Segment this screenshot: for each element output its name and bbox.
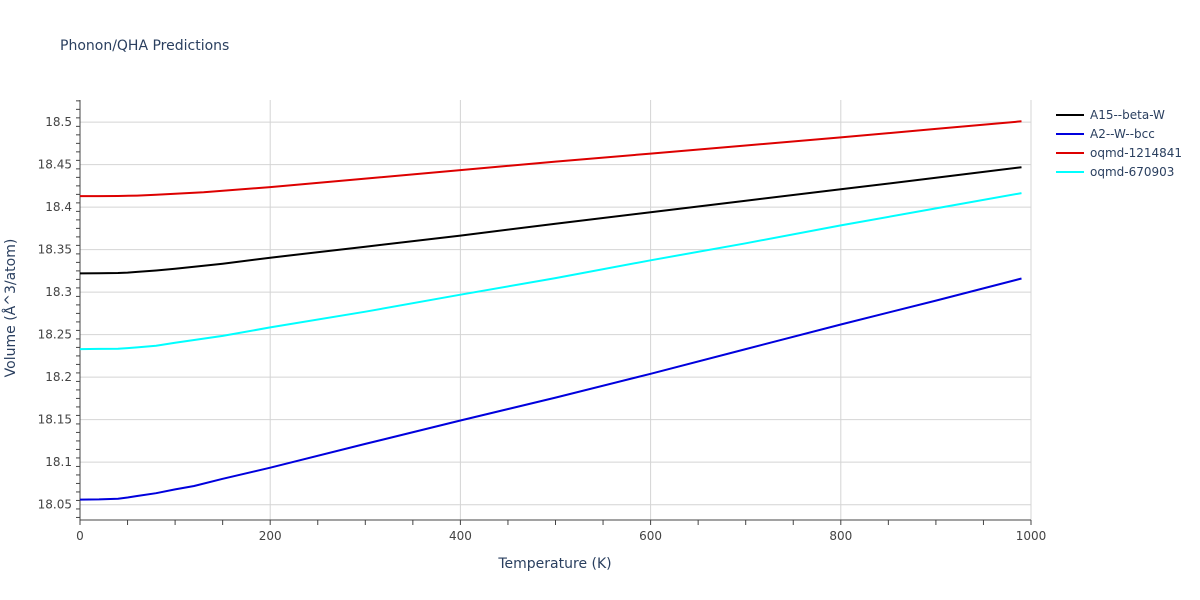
legend-item[interactable]: oqmd-670903	[1056, 165, 1174, 179]
series-line-4	[79, 192, 1022, 351]
legend-label: oqmd-670903	[1090, 165, 1174, 179]
legend-label: A2--W--bcc	[1090, 127, 1155, 141]
series-line-3	[80, 120, 1022, 198]
legend-item[interactable]: A2--W--bcc	[1056, 127, 1155, 141]
axes: 0 200 400 600 800 1000 18.05 18.1 18.15 18.2 18.25…	[38, 100, 1047, 543]
legend-label: A15--beta-W	[1090, 108, 1165, 122]
y-tick-label: 18.1	[45, 455, 72, 469]
x-tick-label: 200	[259, 529, 282, 543]
y-tick-label: 18.2	[45, 370, 72, 384]
legend[interactable]: A15--beta-W A2--W--bcc oqmd-1214841 oqmd-67…	[1056, 108, 1182, 179]
y-tick-label: 18.35	[38, 243, 72, 257]
y-tick-label: 18.4	[45, 200, 72, 214]
series-line-1	[79, 166, 1022, 275]
series-layer	[79, 120, 1022, 501]
gridlines	[80, 100, 1032, 520]
legend-label: oqmd-1214841	[1090, 146, 1182, 160]
y-tick-label: 18.5	[45, 115, 72, 129]
series-line-2	[79, 277, 1022, 501]
x-tick-label: 0	[76, 529, 84, 543]
y-tick-label: 18.05	[38, 498, 72, 512]
x-tick-label: 600	[639, 529, 662, 543]
x-tick-label: 800	[829, 529, 852, 543]
y-tick-label: 18.15	[38, 413, 72, 427]
y-tick-label: 18.3	[45, 285, 72, 299]
x-tick-label: 1000	[1016, 529, 1047, 543]
x-axis-title: Temperature (K)	[497, 556, 611, 572]
chart-title: Phonon/QHA Predictions	[60, 38, 229, 54]
y-tick-label: 18.45	[38, 158, 72, 172]
x-tick-label: 400	[449, 529, 472, 543]
legend-item[interactable]: oqmd-1214841	[1056, 146, 1182, 160]
legend-item[interactable]: A15--beta-W	[1056, 108, 1165, 122]
y-tick-label: 18.25	[38, 328, 72, 342]
y-axis-title: Volume (Å^3/atom)	[2, 239, 19, 378]
